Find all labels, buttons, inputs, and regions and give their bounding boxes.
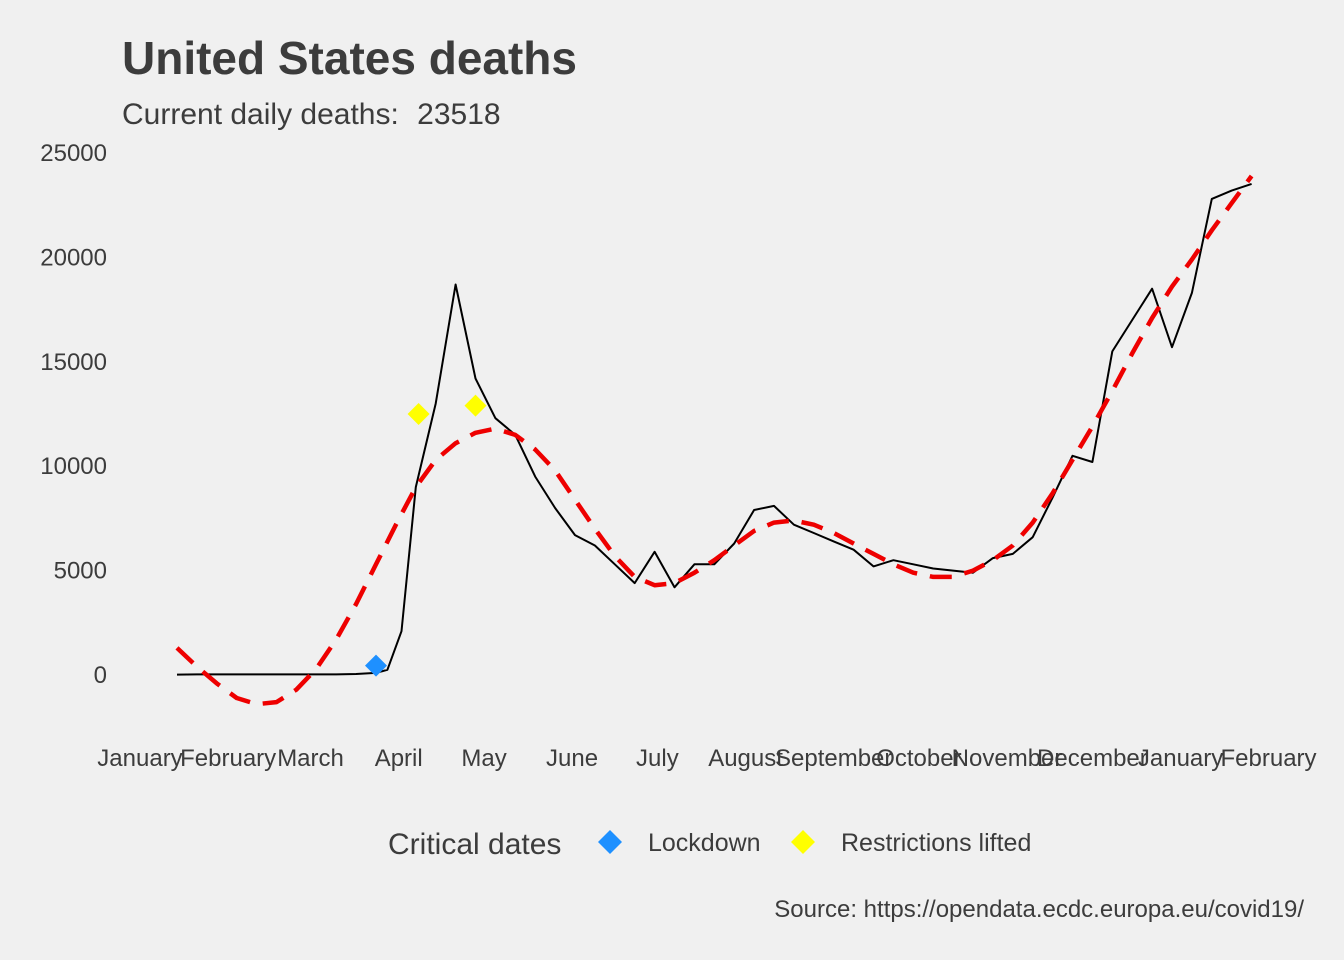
x-tick-label: June [546,745,598,772]
x-tick-label: February [180,745,276,772]
y-axis-ticks: 0 5000 10000 15000 20000 25000 [40,140,107,689]
y-tick-label: 10000 [40,453,107,480]
subtitle-label: Current daily deaths: [122,98,399,131]
chart-title: United States deaths [122,32,577,84]
x-tick-label: September [775,745,892,772]
restrictions-lifted-point [407,403,430,425]
x-tick-label: May [461,745,506,772]
trend-line-series [175,174,1254,707]
lockdown-point [365,654,388,677]
legend-title: Critical dates [388,828,561,861]
x-tick-label: July [636,745,679,772]
x-tick-label: April [375,745,423,772]
y-tick-label: 5000 [54,558,107,585]
x-tick-label: October [876,745,961,772]
chart-caption: Source: https://opendata.ecdc.europa.eu/… [774,896,1304,923]
x-tick-label: December [1037,745,1148,772]
subtitle-value: 23518 [417,98,500,131]
x-tick-label: January [97,745,182,772]
x-tick-label: November [952,745,1063,772]
x-tick-label: August [708,745,783,772]
legend-label: Lockdown [648,829,761,857]
points-layer [365,394,487,677]
chart-subtitle: Current daily deaths: 23518 [122,98,501,131]
restrictions-lifted-point [464,394,487,417]
y-tick-label: 15000 [40,349,107,376]
legend-label: Restrictions lifted [841,829,1031,857]
y-tick-label: 0 [94,662,107,689]
legend: Critical dates Lockdown Restrictions lift… [388,828,1031,861]
series-layer [175,174,1254,707]
x-tick-label: January [1138,745,1223,772]
legend-restrictions-lifted-key [791,830,815,854]
x-tick-label: March [277,745,344,772]
legend-lockdown-key [598,830,622,854]
x-tick-label: February [1221,745,1317,772]
y-tick-label: 25000 [40,140,107,167]
y-tick-label: 20000 [40,244,107,271]
